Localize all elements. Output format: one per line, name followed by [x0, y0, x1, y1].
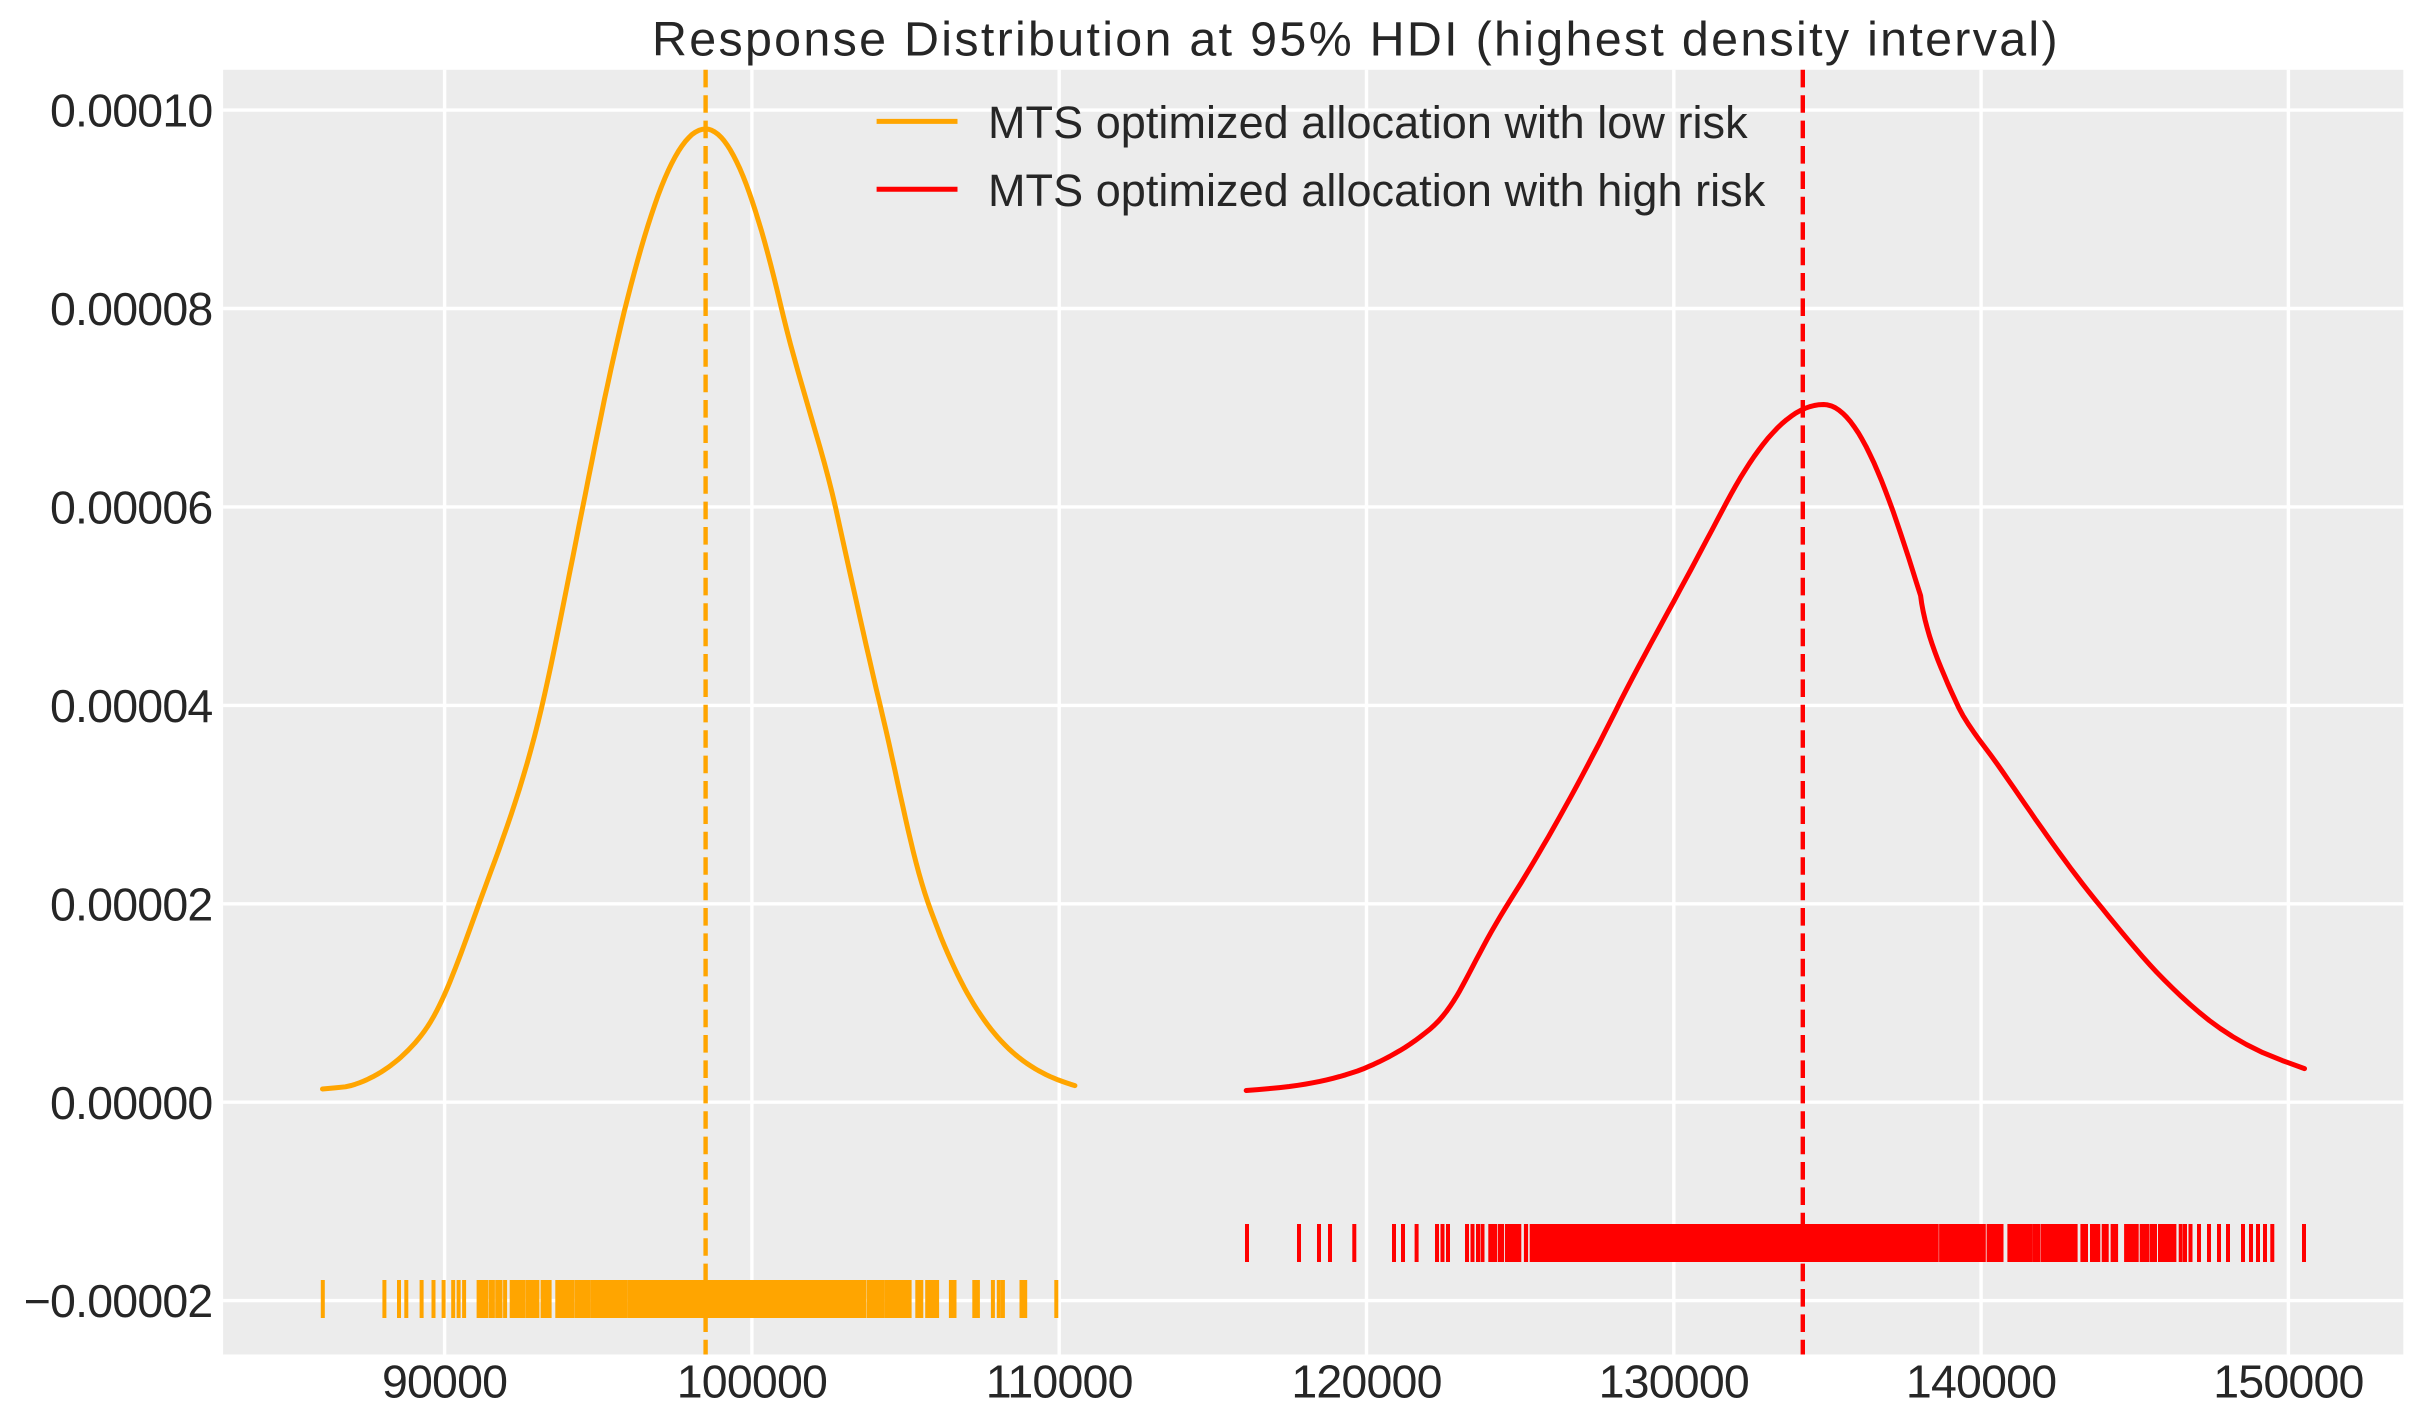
svg-text:0.00002: 0.00002 — [50, 878, 213, 930]
svg-text:0.00004: 0.00004 — [50, 680, 213, 732]
svg-text:0.00008: 0.00008 — [50, 283, 213, 335]
svg-text:0.00000: 0.00000 — [50, 1077, 213, 1129]
svg-text:0.00006: 0.00006 — [50, 482, 213, 534]
svg-text:150000: 150000 — [2213, 1355, 2363, 1407]
svg-text:130000: 130000 — [1599, 1355, 1749, 1407]
svg-text:−0.00002: −0.00002 — [24, 1275, 213, 1327]
svg-text:MTS optimized allocation with: MTS optimized allocation with high risk — [988, 165, 1766, 216]
svg-text:0.00010: 0.00010 — [50, 85, 213, 137]
svg-text:140000: 140000 — [1906, 1355, 2056, 1407]
svg-text:Response Distribution at 95% H: Response Distribution at 95% HDI (highes… — [652, 13, 2060, 67]
svg-text:100000: 100000 — [677, 1355, 827, 1407]
svg-text:110000: 110000 — [986, 1355, 1133, 1407]
svg-text:120000: 120000 — [1291, 1355, 1441, 1407]
svg-text:MTS optimized allocation with: MTS optimized allocation with low risk — [988, 97, 1748, 148]
svg-text:90000: 90000 — [382, 1355, 507, 1407]
